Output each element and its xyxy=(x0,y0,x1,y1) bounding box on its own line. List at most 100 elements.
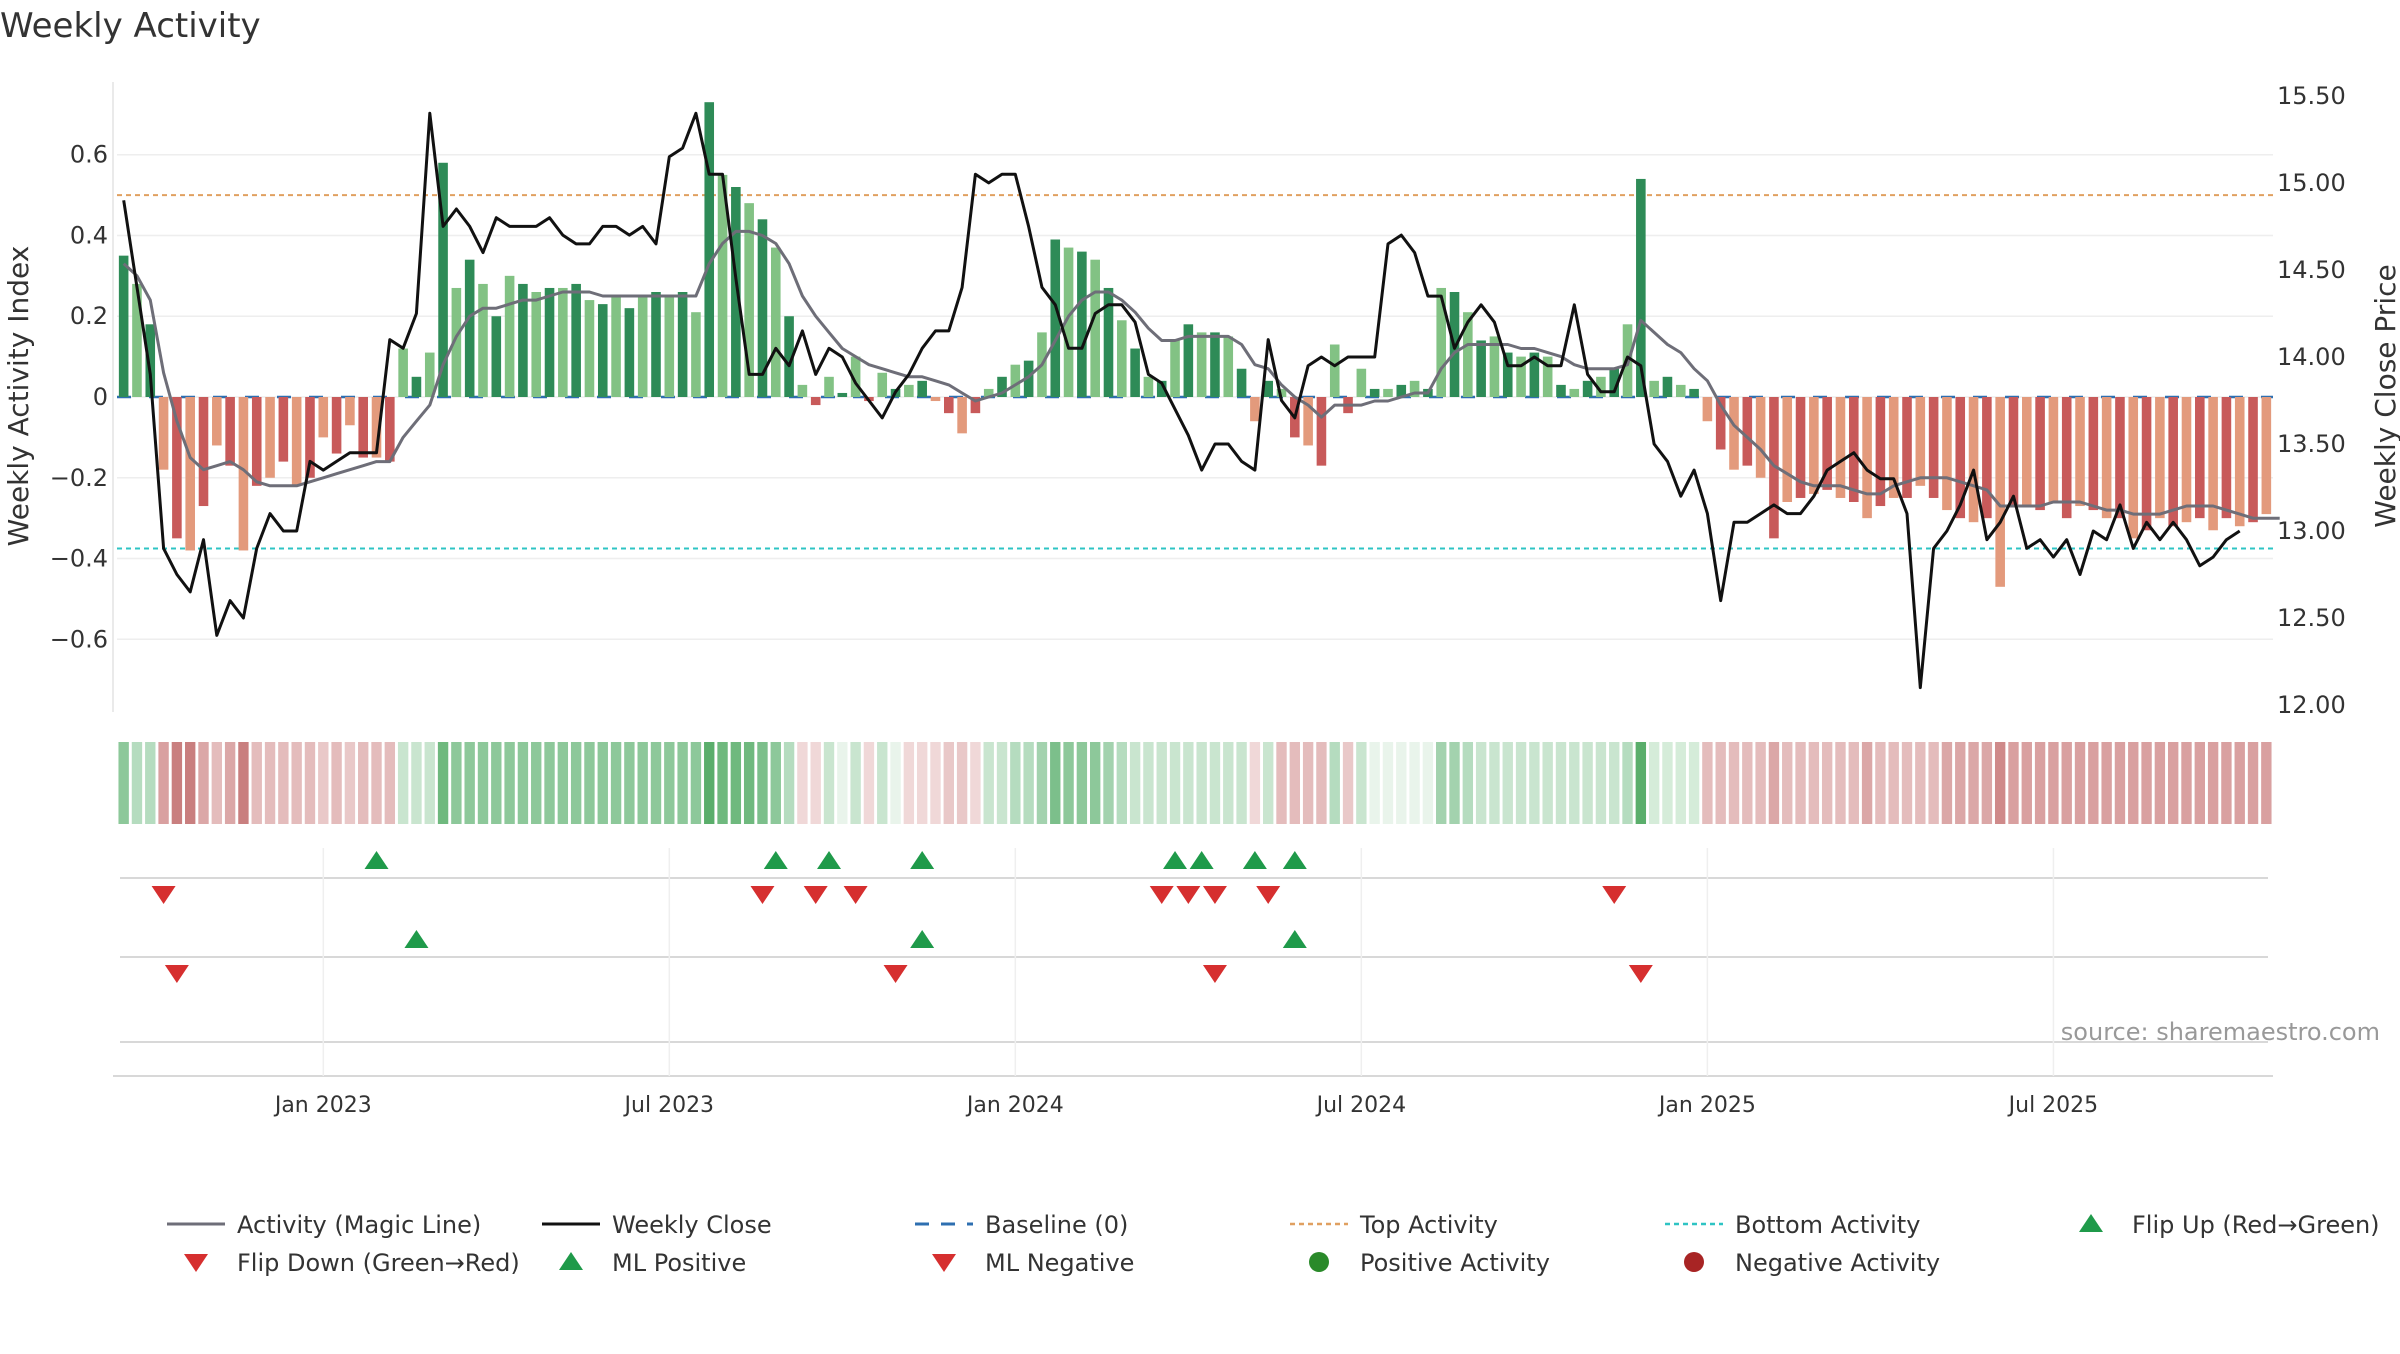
y2-axis-label: Weekly Close Price xyxy=(2369,264,2400,527)
strip-cell xyxy=(1529,742,1540,824)
legend-swatch xyxy=(1309,1252,1329,1272)
activity-bar xyxy=(1250,397,1260,422)
y-axis-ticks: 0.6 0.4 0.2 0 −0.2 −0.4 −0.6 xyxy=(50,141,108,654)
activity-bar xyxy=(158,397,169,470)
strip-cell xyxy=(1462,742,1474,824)
strip-cell xyxy=(1342,742,1354,824)
strip-cell xyxy=(358,742,369,824)
strip-cell xyxy=(118,742,129,824)
activity-bar xyxy=(717,174,728,397)
legend-swatch xyxy=(932,1254,956,1272)
strip-cell xyxy=(2074,742,2086,824)
x-tick-label: Jul 2025 xyxy=(2007,1093,2099,1118)
ml-positive-marker xyxy=(404,930,429,948)
strip-cell xyxy=(1555,742,1567,824)
activity-bar xyxy=(518,283,528,397)
strip-cell xyxy=(943,742,954,824)
strip-cell xyxy=(1329,742,1340,824)
strip-cell xyxy=(664,742,675,824)
legend-label: Positive Activity xyxy=(1360,1249,1550,1277)
activity-bar xyxy=(1542,356,1553,397)
activity-bar xyxy=(531,292,542,397)
strip-cell xyxy=(1928,742,1939,824)
activity-bar xyxy=(1223,336,1234,397)
strip-cell xyxy=(131,742,143,824)
activity-bar xyxy=(438,162,448,397)
flip-down-marker xyxy=(1602,886,1627,904)
activity-bar xyxy=(1156,380,1167,397)
strip-cell xyxy=(2128,742,2139,824)
y2-tick-label: 14.50 xyxy=(2277,256,2346,284)
strip-cell xyxy=(1635,742,1647,824)
strip-cell xyxy=(2114,742,2126,824)
strip-cell xyxy=(1848,742,1859,824)
series-lines xyxy=(122,111,2280,690)
activity-bar xyxy=(1742,397,1753,466)
legend-label: Bottom Activity xyxy=(1735,1211,1920,1239)
strip-cell xyxy=(318,742,329,824)
activity-bar xyxy=(624,308,635,397)
strip-cell xyxy=(1542,742,1553,824)
activity-bar xyxy=(251,397,262,486)
legend-swatch xyxy=(559,1252,583,1270)
activity-bar xyxy=(1982,397,1992,519)
strip-cell xyxy=(1183,742,1194,824)
activity-bar xyxy=(1662,376,1673,397)
activity-bar xyxy=(212,397,222,446)
strip-cell xyxy=(331,742,342,824)
y2-tick-label: 12.50 xyxy=(2277,604,2346,632)
reference-lines xyxy=(117,194,2273,550)
strip-cell xyxy=(823,742,835,824)
flip-up-marker xyxy=(817,851,842,869)
activity-bars xyxy=(118,102,2272,587)
strip-cell xyxy=(730,742,742,824)
strip-cell xyxy=(2181,742,2192,824)
activity-bar xyxy=(837,392,848,397)
strip-cell xyxy=(1236,742,1247,824)
activity-bar xyxy=(651,292,661,397)
strip-cell xyxy=(1662,742,1673,824)
activity-bar xyxy=(1822,397,1832,490)
activity-bar xyxy=(451,287,462,397)
strip-cell xyxy=(970,742,981,824)
strip-cell xyxy=(1223,742,1234,824)
strip-cell xyxy=(1569,742,1580,824)
strip-cell xyxy=(1728,742,1740,824)
x-axis-ticks: Jan 2023 Jul 2023 Jan 2024 Jul 2024 Jan 2025… xyxy=(273,1093,2098,1118)
strip-cell xyxy=(743,742,755,824)
strip-cell xyxy=(2088,742,2099,824)
activity-bar xyxy=(1795,397,1806,498)
activity-bar xyxy=(238,397,249,551)
strip-cell xyxy=(424,742,435,824)
activity-bar xyxy=(1968,397,1979,523)
strip-cell xyxy=(504,742,515,824)
strip-cell xyxy=(1981,742,1993,824)
strip-cell xyxy=(1808,742,1820,824)
strip-cell xyxy=(1821,742,1833,824)
strip-cell xyxy=(264,742,276,824)
flip-down-marker xyxy=(843,886,868,904)
activity-bar xyxy=(2008,397,2019,507)
strip-cell xyxy=(584,742,595,824)
strip-cell xyxy=(757,742,768,824)
activity-bar xyxy=(704,102,715,397)
strip-cell xyxy=(224,742,236,824)
activity-bar xyxy=(411,376,422,397)
activity-bar xyxy=(118,255,129,397)
strip-cell xyxy=(437,742,449,824)
strip-cell xyxy=(1622,742,1633,824)
activity-bar xyxy=(2195,397,2205,519)
strip-cell xyxy=(171,742,183,824)
strip-cell xyxy=(690,742,702,824)
strip-cell xyxy=(2021,742,2032,824)
ml-positive-marker xyxy=(1282,930,1307,948)
strip-cell xyxy=(557,742,569,824)
chart-title: Weekly Activity xyxy=(0,6,261,46)
activity-bar xyxy=(1609,368,1620,397)
y-tick-label: −0.2 xyxy=(50,464,108,492)
flip-down-marker xyxy=(151,886,176,904)
strip-cell xyxy=(1768,742,1780,824)
activity-bar xyxy=(1063,247,1074,397)
activity-bar xyxy=(744,203,754,397)
legend: Activity (Magic Line) Weekly Close Baselin… xyxy=(167,1211,2380,1277)
